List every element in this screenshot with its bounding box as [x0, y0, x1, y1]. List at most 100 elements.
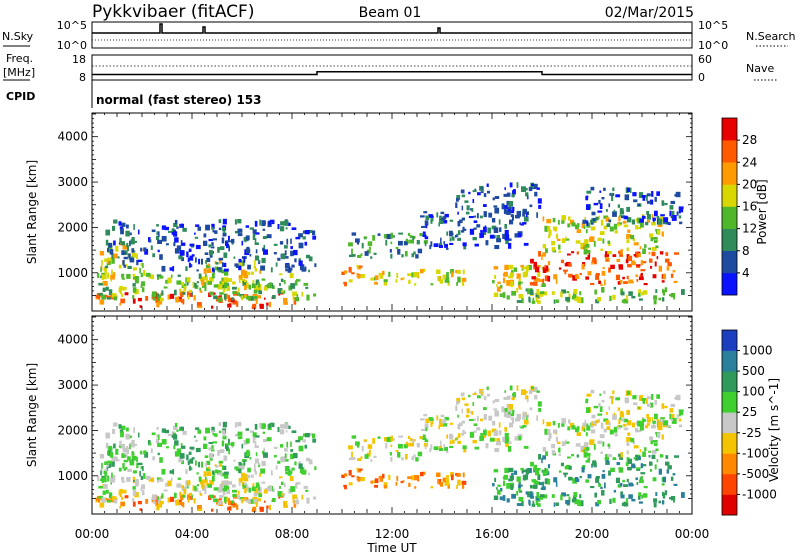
power-cell — [344, 282, 347, 287]
power-cell — [595, 273, 600, 276]
velocity-cell — [218, 430, 222, 434]
power-cell — [305, 286, 309, 289]
power-cell — [511, 270, 514, 275]
velocity-cell — [456, 400, 459, 405]
power-cell — [451, 236, 455, 241]
velocity-cell — [283, 500, 288, 506]
power-cell — [118, 264, 122, 269]
velocity-cell — [105, 442, 109, 449]
velocity-cell — [681, 492, 685, 498]
power-cell — [619, 253, 623, 257]
power-cell — [413, 251, 416, 255]
power-cell — [157, 249, 160, 253]
power-cell — [222, 218, 227, 225]
power-cell — [555, 233, 558, 239]
velocity-cell — [176, 429, 179, 432]
power-cell — [118, 242, 121, 245]
power-cell — [250, 296, 255, 301]
velocity-cell — [168, 433, 173, 436]
power-cell — [650, 237, 653, 242]
power-colorbar-swatch — [722, 228, 737, 251]
power-cell — [312, 230, 316, 236]
power-cell — [356, 264, 359, 268]
power-cell — [678, 215, 682, 219]
velocity-cell — [439, 482, 444, 487]
velocity-cell — [292, 494, 297, 499]
velocity-cell — [216, 471, 219, 475]
power-cell — [566, 291, 570, 294]
velocity-cell — [608, 444, 611, 449]
velocity-cell — [535, 495, 539, 501]
velocity-colorbar-tick-label: -1000 — [742, 487, 777, 501]
velocity-cell — [223, 480, 228, 485]
velocity-cell — [382, 473, 385, 479]
cpid-text: normal (fast stereo) 153 — [96, 93, 262, 107]
power-cell — [656, 216, 659, 219]
velocity-cell — [125, 433, 130, 440]
velocity-cell — [424, 444, 427, 450]
velocity-cell — [458, 422, 463, 427]
power-cell — [270, 219, 275, 225]
velocity-cell — [135, 482, 139, 487]
power-cell — [255, 255, 260, 261]
power-cell — [642, 290, 648, 295]
power-cell — [248, 284, 251, 290]
power-cell — [177, 274, 181, 277]
power-cell — [466, 205, 470, 211]
power-cell — [443, 220, 448, 224]
velocity-cell — [650, 440, 653, 445]
power-cell — [473, 215, 476, 218]
power-cell — [470, 208, 473, 211]
velocity-cell — [238, 478, 243, 483]
velocity-cell — [209, 453, 213, 459]
power-colorbar-swatch — [722, 118, 737, 141]
power-cell — [571, 251, 575, 254]
power-cell — [462, 242, 467, 247]
power-cell — [174, 237, 179, 243]
power-cell — [296, 294, 299, 299]
power-cell — [499, 227, 502, 232]
power-cell — [449, 237, 452, 242]
power-cell — [204, 286, 207, 292]
noise-left-tick-top: 10^5 — [57, 19, 87, 32]
velocity-cell — [511, 397, 515, 400]
power-cell — [415, 254, 419, 259]
velocity-cell — [448, 433, 453, 440]
power-cell — [557, 238, 561, 241]
velocity-cell — [217, 487, 223, 493]
velocity-cell — [619, 456, 623, 460]
velocity-cell — [208, 447, 212, 451]
velocity-cell — [604, 482, 606, 489]
velocity-cell — [156, 505, 160, 511]
power-cell — [446, 231, 448, 236]
velocity-cell — [506, 498, 510, 503]
velocity-cell — [628, 458, 633, 464]
velocity-cell — [649, 402, 654, 408]
velocity-cell — [186, 454, 189, 461]
freq-panel-frame — [91, 54, 693, 81]
velocity-cell — [582, 422, 587, 427]
power-cell — [314, 263, 317, 268]
power-cell — [522, 266, 527, 270]
velocity-cell — [494, 477, 497, 482]
power-cell — [150, 274, 155, 280]
power-cell — [239, 294, 244, 297]
velocity-cell — [221, 482, 223, 488]
power-cell — [308, 256, 312, 261]
velocity-cell — [113, 499, 118, 504]
velocity-cell — [571, 454, 575, 457]
velocity-cell — [238, 468, 242, 474]
power-cell — [608, 267, 611, 273]
velocity-cell — [383, 437, 388, 442]
power-cell — [610, 192, 613, 195]
velocity-cell — [163, 489, 168, 492]
power-cell — [679, 221, 683, 225]
power-cell — [561, 215, 566, 221]
velocity-cell — [461, 397, 466, 401]
velocity-cell — [537, 503, 541, 507]
velocity-cell — [254, 445, 259, 448]
velocity-cell — [372, 438, 375, 444]
velocity-cell — [477, 395, 481, 399]
velocity-cell — [657, 425, 663, 431]
power-cell — [474, 243, 479, 247]
